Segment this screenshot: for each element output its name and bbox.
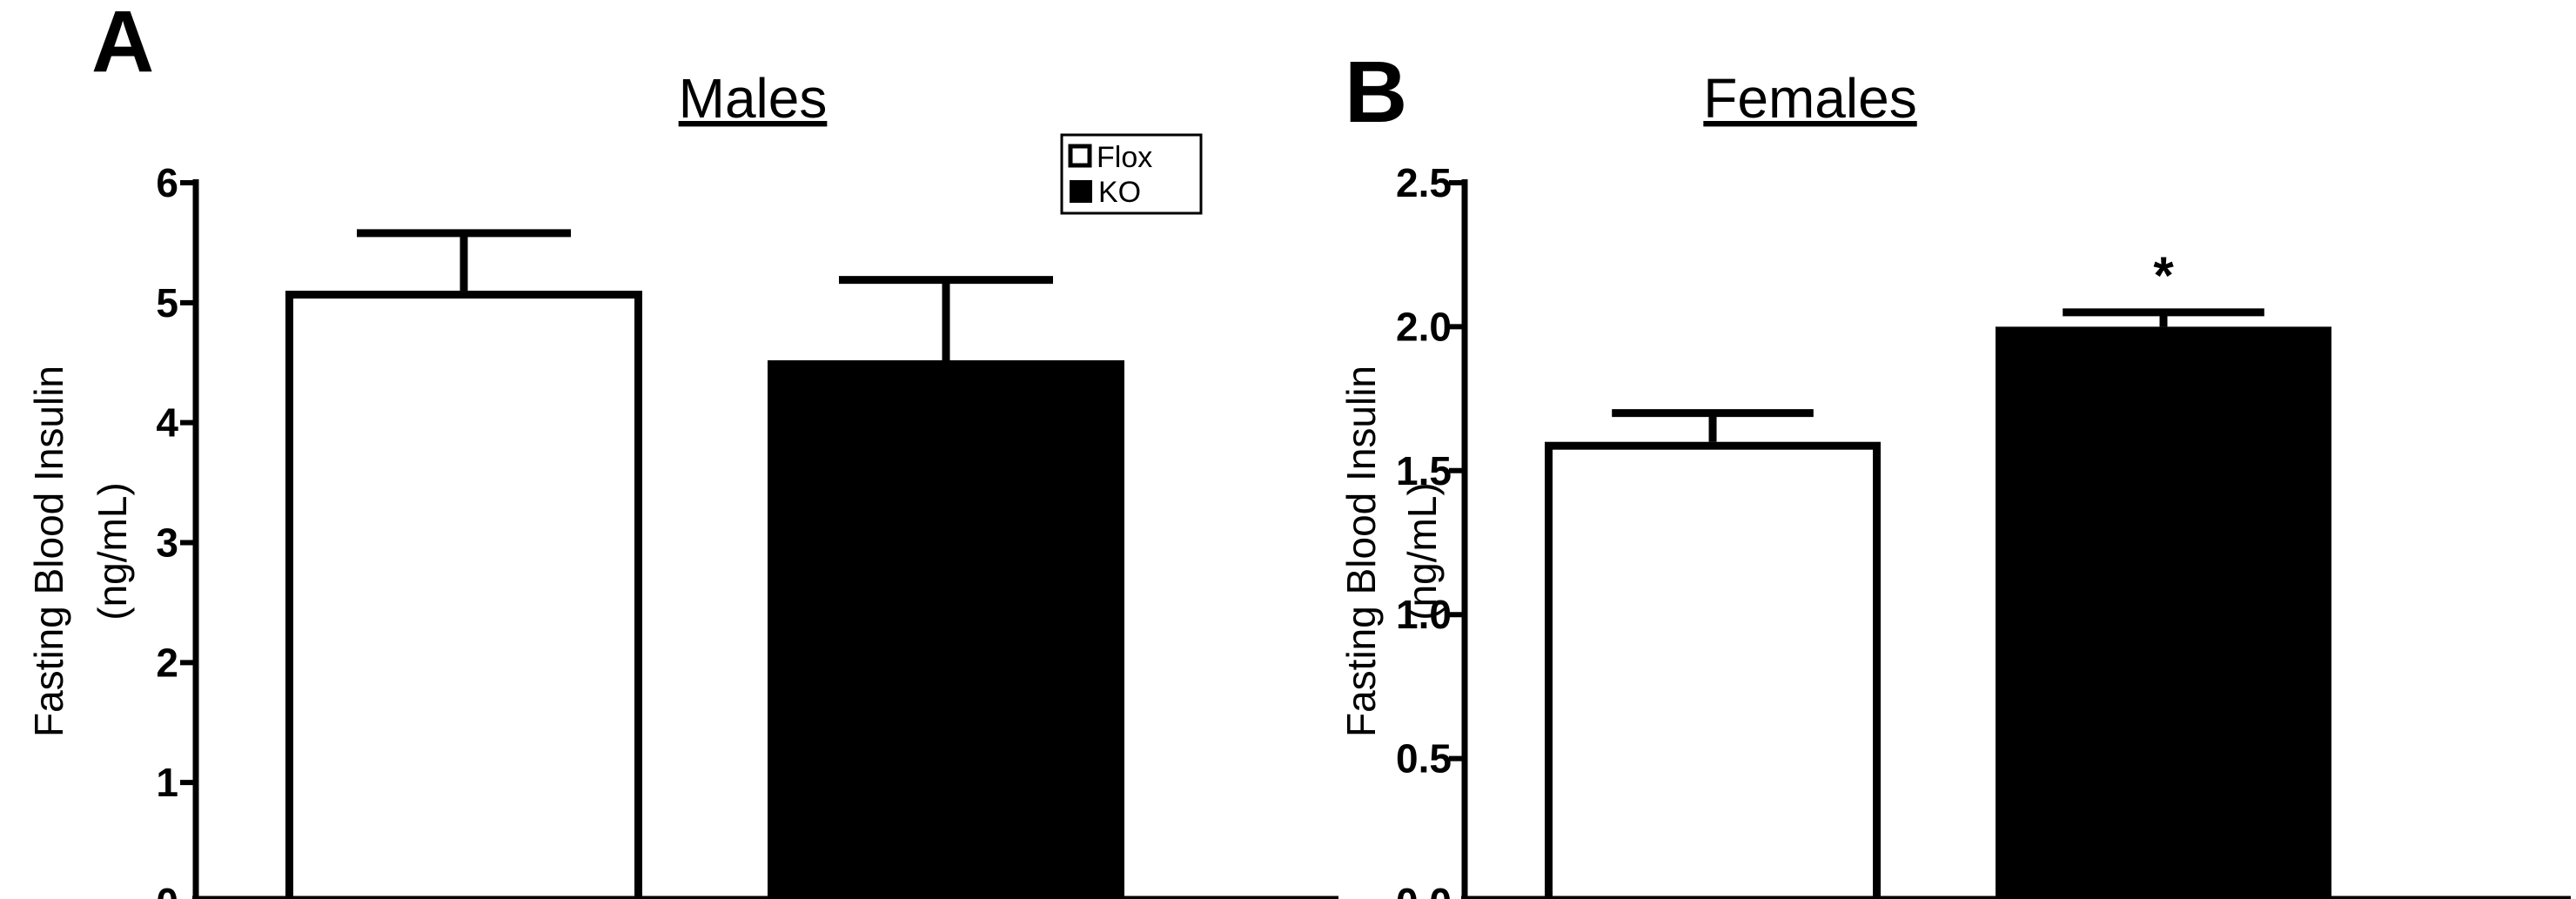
y-axis-label: Fasting Blood Insulin (ng/mL) [26, 366, 135, 737]
y-tick-label: 2 [156, 640, 178, 685]
legend-swatch-ko [1070, 180, 1092, 203]
legend: Flox KO [1060, 133, 1203, 215]
panel-males: A Males Flox KO Fasting Blood Insulin (ng… [26, 0, 1338, 899]
y-axis-label: Fasting Blood Insulin (ng/mL) [1338, 366, 1445, 737]
legend-swatch-flox [1068, 144, 1092, 168]
panel-females: B Females Fasting Blood Insulin (ng/mL) 0… [1338, 44, 2571, 899]
bars [1545, 308, 2331, 899]
y-tick-label: 5 [156, 280, 178, 325]
y-tick-label: 3 [156, 520, 178, 566]
bar-ko [1996, 326, 2331, 899]
y-axis-label-line: Fasting Blood Insulin [1338, 366, 1384, 737]
y-tick-label: 6 [156, 160, 178, 205]
axes [192, 179, 1338, 899]
significance-marker: * [2153, 246, 2174, 305]
y-tick-label: 1 [156, 760, 178, 805]
y-tick-label: 4 [156, 400, 178, 446]
legend-label-ko: KO [1098, 176, 1141, 209]
legend-label-flox: Flox [1097, 141, 1152, 174]
bar-flox [285, 291, 642, 899]
y-tick-label: 1.0 [1396, 592, 1452, 637]
panel-letter-b: B [1345, 44, 1407, 141]
chart-title-males: Males [679, 67, 828, 130]
axes [1461, 179, 2571, 899]
y-axis-ticks: 0 1 2 3 4 5 6 [156, 160, 196, 899]
y-axis-label-line: (ng/mL) [1399, 482, 1445, 620]
y-axis-label-line: Fasting Blood Insulin [26, 366, 71, 737]
bar-ko [768, 359, 1124, 899]
chart-title-females: Females [1703, 67, 1916, 130]
y-tick-label: 0 [156, 880, 178, 899]
y-tick-label: 2.0 [1396, 304, 1452, 349]
y-tick-label: 2.5 [1396, 160, 1452, 205]
bar-flox [1545, 441, 1881, 899]
y-tick-label: 0.0 [1396, 880, 1452, 899]
bars [285, 229, 1124, 899]
annotations: * [2153, 246, 2174, 305]
panel-letter-a: A [91, 0, 154, 91]
y-axis-label-line: (ng/mL) [90, 482, 135, 620]
y-tick-label: 0.5 [1396, 736, 1452, 782]
y-tick-label: 1.5 [1396, 448, 1452, 493]
y-axis-ticks: 0.0 0.5 1.0 1.5 2.0 2.5 [1396, 160, 1465, 899]
